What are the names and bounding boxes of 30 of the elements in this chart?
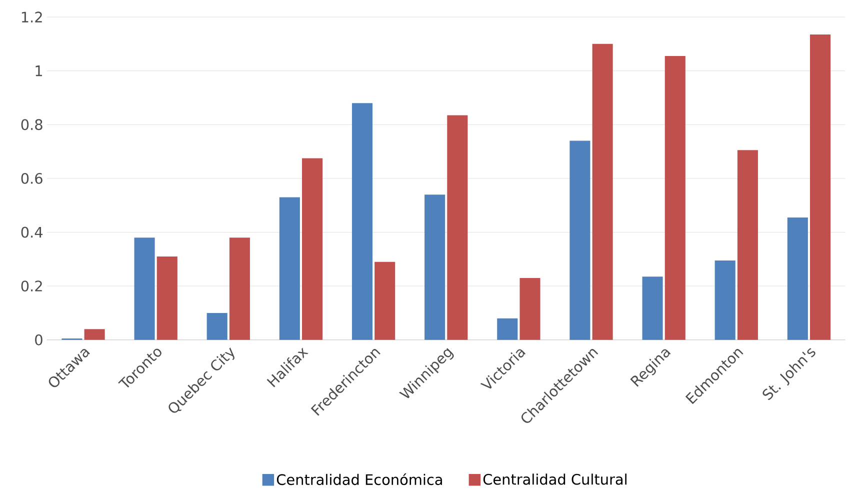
bar (664, 56, 686, 340)
bar (302, 158, 323, 340)
bar (714, 260, 736, 340)
bar (520, 278, 540, 340)
y-tick-label: 0.2 (21, 280, 42, 292)
bar (737, 150, 758, 340)
y-tick-label: 0.8 (21, 119, 42, 130)
bar (787, 217, 808, 340)
bar (156, 256, 178, 340)
bar (374, 262, 396, 340)
legend-label: Centralidad Cultural (483, 474, 626, 485)
y-tick-label: 0.6 (21, 172, 42, 184)
legend-label: Centralidad Económica (276, 473, 442, 485)
bar (497, 318, 518, 340)
bar (642, 276, 663, 340)
bar (279, 197, 300, 340)
y-tick-label: 1.2 (22, 12, 42, 22)
bar (229, 238, 250, 340)
bar (206, 312, 228, 340)
bar (592, 44, 613, 340)
bar (447, 115, 468, 340)
bar (84, 328, 105, 340)
bar (810, 34, 831, 340)
y-tick-label: 0 (35, 334, 42, 346)
y-tick-label: 0.4 (21, 226, 43, 238)
y-tick-label: 1 (36, 65, 42, 76)
bar (352, 103, 373, 340)
bar (134, 238, 155, 340)
bar (424, 194, 446, 340)
bar (570, 140, 590, 340)
